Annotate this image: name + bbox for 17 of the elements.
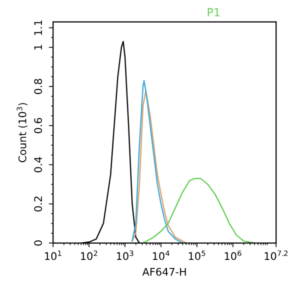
- text: P1: [208, 8, 220, 16]
- y-tick-label: 0.8: [34, 78, 42, 94]
- x-tick-label: 10$^{4}$: [152, 250, 170, 260]
- y-tick-label: 0.2: [34, 196, 42, 212]
- x-tick-label: 10$^{7.2}$: [264, 250, 288, 260]
- y-tick-label: 0.6: [34, 118, 42, 134]
- x-tick-label: 10$^{2}$: [81, 250, 98, 260]
- y-axis-title: Count (10$^{3}$): [16, 103, 28, 162]
- y-tick-label: 0.4: [34, 157, 42, 172]
- x-tick-label: 10$^{5}$: [188, 250, 206, 260]
- y-tick-label: 1: [34, 44, 42, 50]
- y-tick-label: 0: [34, 240, 42, 246]
- x-axis-title: AF647-H: [142, 268, 186, 276]
- x-tick-label: 10$^{3}$: [116, 250, 134, 260]
- x-tick-label: 10$^{6}$: [224, 250, 242, 260]
- x-tick-label: 10$^{1}$: [45, 250, 62, 260]
- y-tick-label: 1.1: [34, 20, 42, 35]
